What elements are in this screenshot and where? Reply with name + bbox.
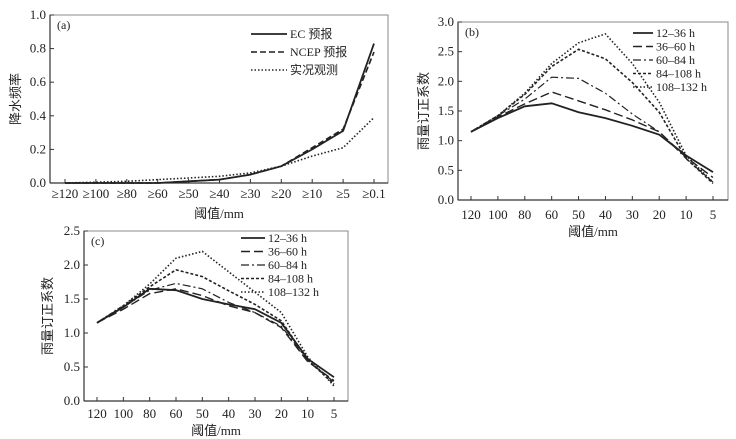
y-tick-label: 0.5 (64, 359, 80, 374)
plot-frame (49, 14, 389, 184)
y-tick-label: 0.2 (30, 141, 46, 156)
x-tick-label: ≥0.1 (362, 186, 385, 201)
x-tick-label: 50 (572, 207, 585, 222)
chart-panel-c: 0.0 0.5 1.0 1.5 2.0 2.5 120 100 80 60 50 40 30 20 10 5 阈… (40, 223, 349, 438)
legend-label: 实况观测 (290, 62, 338, 77)
x-tick-label: ≥20 (271, 186, 291, 201)
y-tick-label: 2.5 (64, 223, 80, 238)
series-line-3 (96, 268, 335, 385)
x-tick-label: 10 (301, 406, 314, 421)
plot-frame (83, 230, 349, 402)
x-tick-label: 120 (87, 406, 107, 421)
legend-label: 36–60 h (656, 40, 695, 54)
x-tick-label: 5 (331, 406, 338, 421)
x-tick-label: 100 (488, 207, 508, 222)
legend-label: 12–36 h (268, 231, 307, 245)
legend-label: 108–132 h (656, 80, 707, 94)
x-tick-label: 30 (249, 406, 262, 421)
x-tick-label: ≥30 (240, 186, 260, 201)
x-tick-label: ≥60 (148, 186, 168, 201)
y-tick-label: 0.0 (30, 175, 46, 190)
x-tick-label: 60 (170, 406, 183, 421)
x-axis-label: 阈值/mm (194, 206, 244, 221)
panel-label: (b) (465, 25, 479, 39)
x-tick-label: 20 (653, 207, 666, 222)
legend-label: 84–108 h (268, 272, 313, 286)
x-tick-label: 5 (710, 207, 717, 222)
series-line-0 (96, 287, 335, 378)
legend-label: EC 预报 (290, 26, 332, 41)
x-tick-label: ≥120 (52, 186, 79, 201)
y-axis-label: 雨量订正系数 (416, 72, 431, 150)
series-line-3 (470, 48, 714, 184)
x-tick-label: 120 (461, 207, 481, 222)
y-tick-label: 2.0 (438, 73, 454, 88)
series-line-1 (96, 288, 335, 382)
y-tick-label: 0.4 (30, 108, 47, 123)
x-tick-label: 50 (196, 406, 209, 421)
y-tick-label: 0.0 (438, 192, 454, 207)
series-line-2 (96, 282, 335, 383)
series-line-2 (470, 76, 714, 183)
x-tick-label: ≥40 (209, 186, 229, 201)
legend-label: NCEP 预报 (290, 44, 347, 59)
series-line-1 (470, 91, 714, 179)
y-tick-label: 1.0 (30, 7, 46, 22)
legend-label: 36–60 h (268, 245, 307, 259)
x-tick-label: 40 (599, 207, 612, 222)
y-tick-label: 0.0 (64, 393, 80, 408)
legend-label: 84–108 h (656, 67, 701, 81)
y-tick-label: 2.0 (64, 257, 80, 272)
x-tick-label: 100 (114, 406, 134, 421)
y-tick-label: 3.0 (438, 14, 454, 29)
x-tick-label: 40 (222, 406, 235, 421)
y-axis-label: 雨量订正系数 (40, 277, 55, 355)
y-tick-label: 1.5 (438, 103, 454, 118)
x-tick-label: ≥50 (179, 186, 199, 201)
x-tick-label: 20 (275, 406, 288, 421)
x-tick-label: ≥80 (117, 186, 137, 201)
legend-label: 60–84 h (656, 53, 695, 67)
legend-label: 60–84 h (268, 258, 307, 272)
panel-label: (c) (91, 234, 104, 248)
x-tick-label: 60 (545, 207, 558, 222)
series-line-1 (65, 51, 375, 184)
x-axis-label: 阈值/mm (568, 224, 618, 239)
x-axis-label: 阈值/mm (191, 423, 241, 438)
series-line-2 (64, 116, 375, 184)
chart-panel-a: 0.0 0.2 0.4 0.6 0.8 1.0 ≥120 ≥100 ≥80 ≥60 ≥50 ≥40 ≥3… (8, 7, 389, 221)
y-tick-label: 0.8 (30, 41, 46, 56)
y-tick-label: 2.5 (438, 44, 454, 59)
legend-label: 12–36 h (656, 26, 695, 40)
x-tick-label: 10 (680, 207, 693, 222)
x-tick-label: ≥5 (336, 186, 350, 201)
x-tick-label: 80 (518, 207, 531, 222)
series-line-4 (470, 32, 714, 183)
x-tick-label: 30 (626, 207, 639, 222)
x-tick-label: ≥100 (83, 186, 110, 201)
y-axis-label: 降水频率 (8, 73, 23, 125)
y-tick-label: 1.0 (64, 325, 80, 340)
x-tick-label: 80 (143, 406, 156, 421)
y-tick-label: 1.5 (64, 291, 80, 306)
chart-panel-b: 0.0 0.5 1.0 1.5 2.0 2.5 3.0 120 100 80 60 50 40 30 20 1… (416, 14, 729, 239)
y-tick-label: 1.0 (438, 133, 454, 148)
y-tick-label: 0.5 (438, 162, 454, 177)
x-tick-label: ≥10 (302, 186, 322, 201)
panel-label: (a) (57, 18, 70, 32)
y-tick-label: 0.6 (30, 74, 47, 89)
legend-label: 108–132 h (268, 285, 319, 299)
